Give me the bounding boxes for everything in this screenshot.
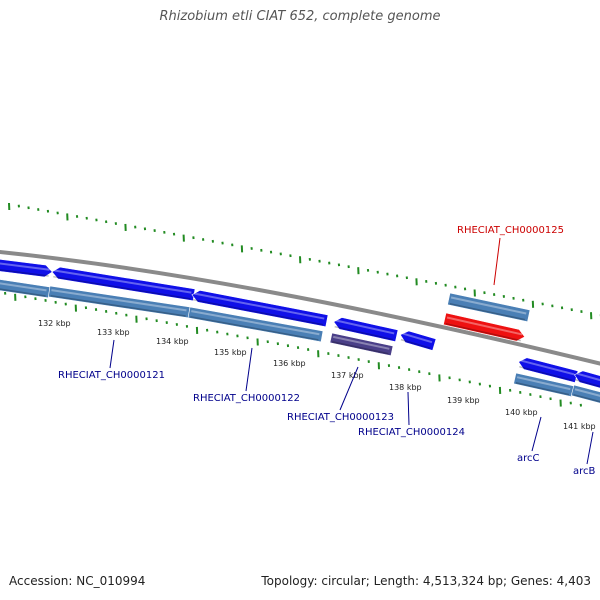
gene-arrow-shine: [0, 281, 47, 292]
scale-label: 139 kbp: [447, 396, 480, 405]
gene-arrow-shine: [0, 261, 50, 271]
gene-reverse: [0, 277, 51, 299]
scale-label: 138 kbp: [389, 383, 422, 392]
gene-arrow-body: [573, 370, 600, 391]
gene-reverse: [187, 306, 324, 343]
gene-forward: [333, 317, 399, 343]
gene-label: RHECIAT_CH0000124: [358, 427, 465, 438]
gene-reverse: [48, 285, 191, 319]
gene-labels: RHECIAT_CH0000121 RHECIAT_CH0000122 RHECIA…: [58, 225, 596, 477]
scale-label: 133 kbp: [97, 328, 130, 337]
scale-label: 137 kbp: [331, 371, 364, 380]
gene-arrow-shine: [520, 359, 575, 376]
gene-arrow-body: [187, 306, 324, 343]
gene-label: arcB: [573, 466, 596, 477]
genome-backbone: [0, 250, 600, 366]
gene-arrow-shine: [193, 292, 325, 320]
gene-arrow-shine: [335, 319, 395, 335]
scale-labels: 132 kbp 133 kbp 134 kbp 135 kbp 136 kbp 137 k…: [38, 319, 596, 431]
gene-reverse: [513, 372, 575, 398]
gene-arrow-shadow: [515, 381, 570, 396]
gene-arrow-shine: [51, 289, 187, 312]
gene-forward: [399, 330, 437, 351]
gene-arrow-shadow: [400, 338, 431, 349]
gene-arrow-body: [333, 317, 399, 343]
gene-arrow-body: [329, 332, 394, 357]
gene-label: RHECIAT_CH0000121: [58, 370, 165, 381]
gene-arrow-shine: [191, 310, 320, 336]
gene-arrow-body: [0, 257, 53, 278]
gene-label: arcC: [517, 453, 540, 464]
gene-leader-line: [109, 339, 115, 369]
gene-arrow-shine: [446, 316, 523, 336]
gene-leader-line: [339, 366, 359, 411]
gene-arrow-body: [191, 290, 329, 328]
gene-leader-line: [493, 237, 501, 286]
gene-arrow-shadow: [573, 393, 600, 405]
gene-arrow-shadow: [192, 298, 324, 326]
scale-label: 136 kbp: [273, 359, 306, 368]
backbone-line: [0, 250, 600, 366]
gene-arrow-shadow: [334, 325, 393, 341]
gene-arrow-shadow: [332, 340, 389, 355]
gene-arrow-body: [570, 384, 600, 407]
gene-arrow-body: [51, 266, 196, 302]
scale-label: 140 kbp: [505, 408, 538, 417]
scale-label: 134 kbp: [156, 337, 189, 346]
gene-arrow-shadow: [449, 302, 526, 321]
accession-label: Accession: NC_010994: [9, 574, 146, 588]
gene-forward: [0, 257, 53, 278]
gene-leader-line: [586, 431, 594, 465]
gene-arrow-body: [0, 277, 51, 299]
gene-leader-line: [531, 416, 542, 452]
gene-label: RHECIAT_CH0000123: [287, 412, 394, 423]
gene-arrow-shadow: [519, 365, 573, 382]
gene-forward: [573, 370, 600, 391]
gene-reverse: [447, 292, 531, 323]
gene-arrow-shadow: [0, 267, 49, 277]
gene-label: RHECIAT_CH0000125: [457, 225, 564, 236]
gene-arrow-shine: [574, 388, 600, 399]
gene-forward: [51, 266, 196, 302]
gene-arrow-shine: [54, 269, 192, 294]
gene-highlighted: [443, 312, 526, 342]
gene-arrow-shine: [516, 376, 571, 391]
map-title: Rhizobium etli CIAT 652, complete genome: [159, 9, 441, 24]
gene-arrow-body: [399, 330, 437, 351]
inner-tick-ring: [4, 291, 582, 407]
gene-arrow-body: [518, 357, 579, 383]
gene-arrow-body: [443, 312, 526, 342]
gene-arrow-shadow: [190, 315, 319, 341]
gene-arrow-shadow: [53, 275, 191, 300]
gene-arrow-shine: [402, 332, 433, 344]
gene-leader-line: [407, 391, 410, 426]
gene-reverse-dark: [329, 332, 394, 357]
gene-arrow-shine: [450, 296, 527, 315]
genome-summary: Topology: circular; Length: 4,513,324 bp…: [261, 574, 591, 588]
gene-arrow-shadow: [445, 322, 521, 342]
gene-arrow-shine: [576, 372, 600, 384]
outer-tick-ring: [8, 202, 600, 320]
scale-label: 141 kbp: [563, 422, 596, 431]
gene-arrow-shine: [333, 335, 390, 350]
scale-label: 135 kbp: [214, 348, 247, 357]
gene-arrow-shadow: [0, 286, 46, 297]
gene-arrow-shadow: [574, 378, 600, 390]
gene-label: RHECIAT_CH0000122: [193, 393, 300, 404]
gene-reverse: [570, 384, 600, 407]
gene-features: [0, 257, 600, 407]
gene-forward: [518, 357, 579, 383]
gene-forward: [191, 290, 329, 328]
gene-arrow-shadow: [50, 294, 186, 317]
gene-arrow-body: [447, 292, 531, 323]
gene-leader-line: [245, 347, 253, 392]
scale-label: 132 kbp: [38, 319, 71, 328]
gene-arrow-body: [513, 372, 575, 398]
